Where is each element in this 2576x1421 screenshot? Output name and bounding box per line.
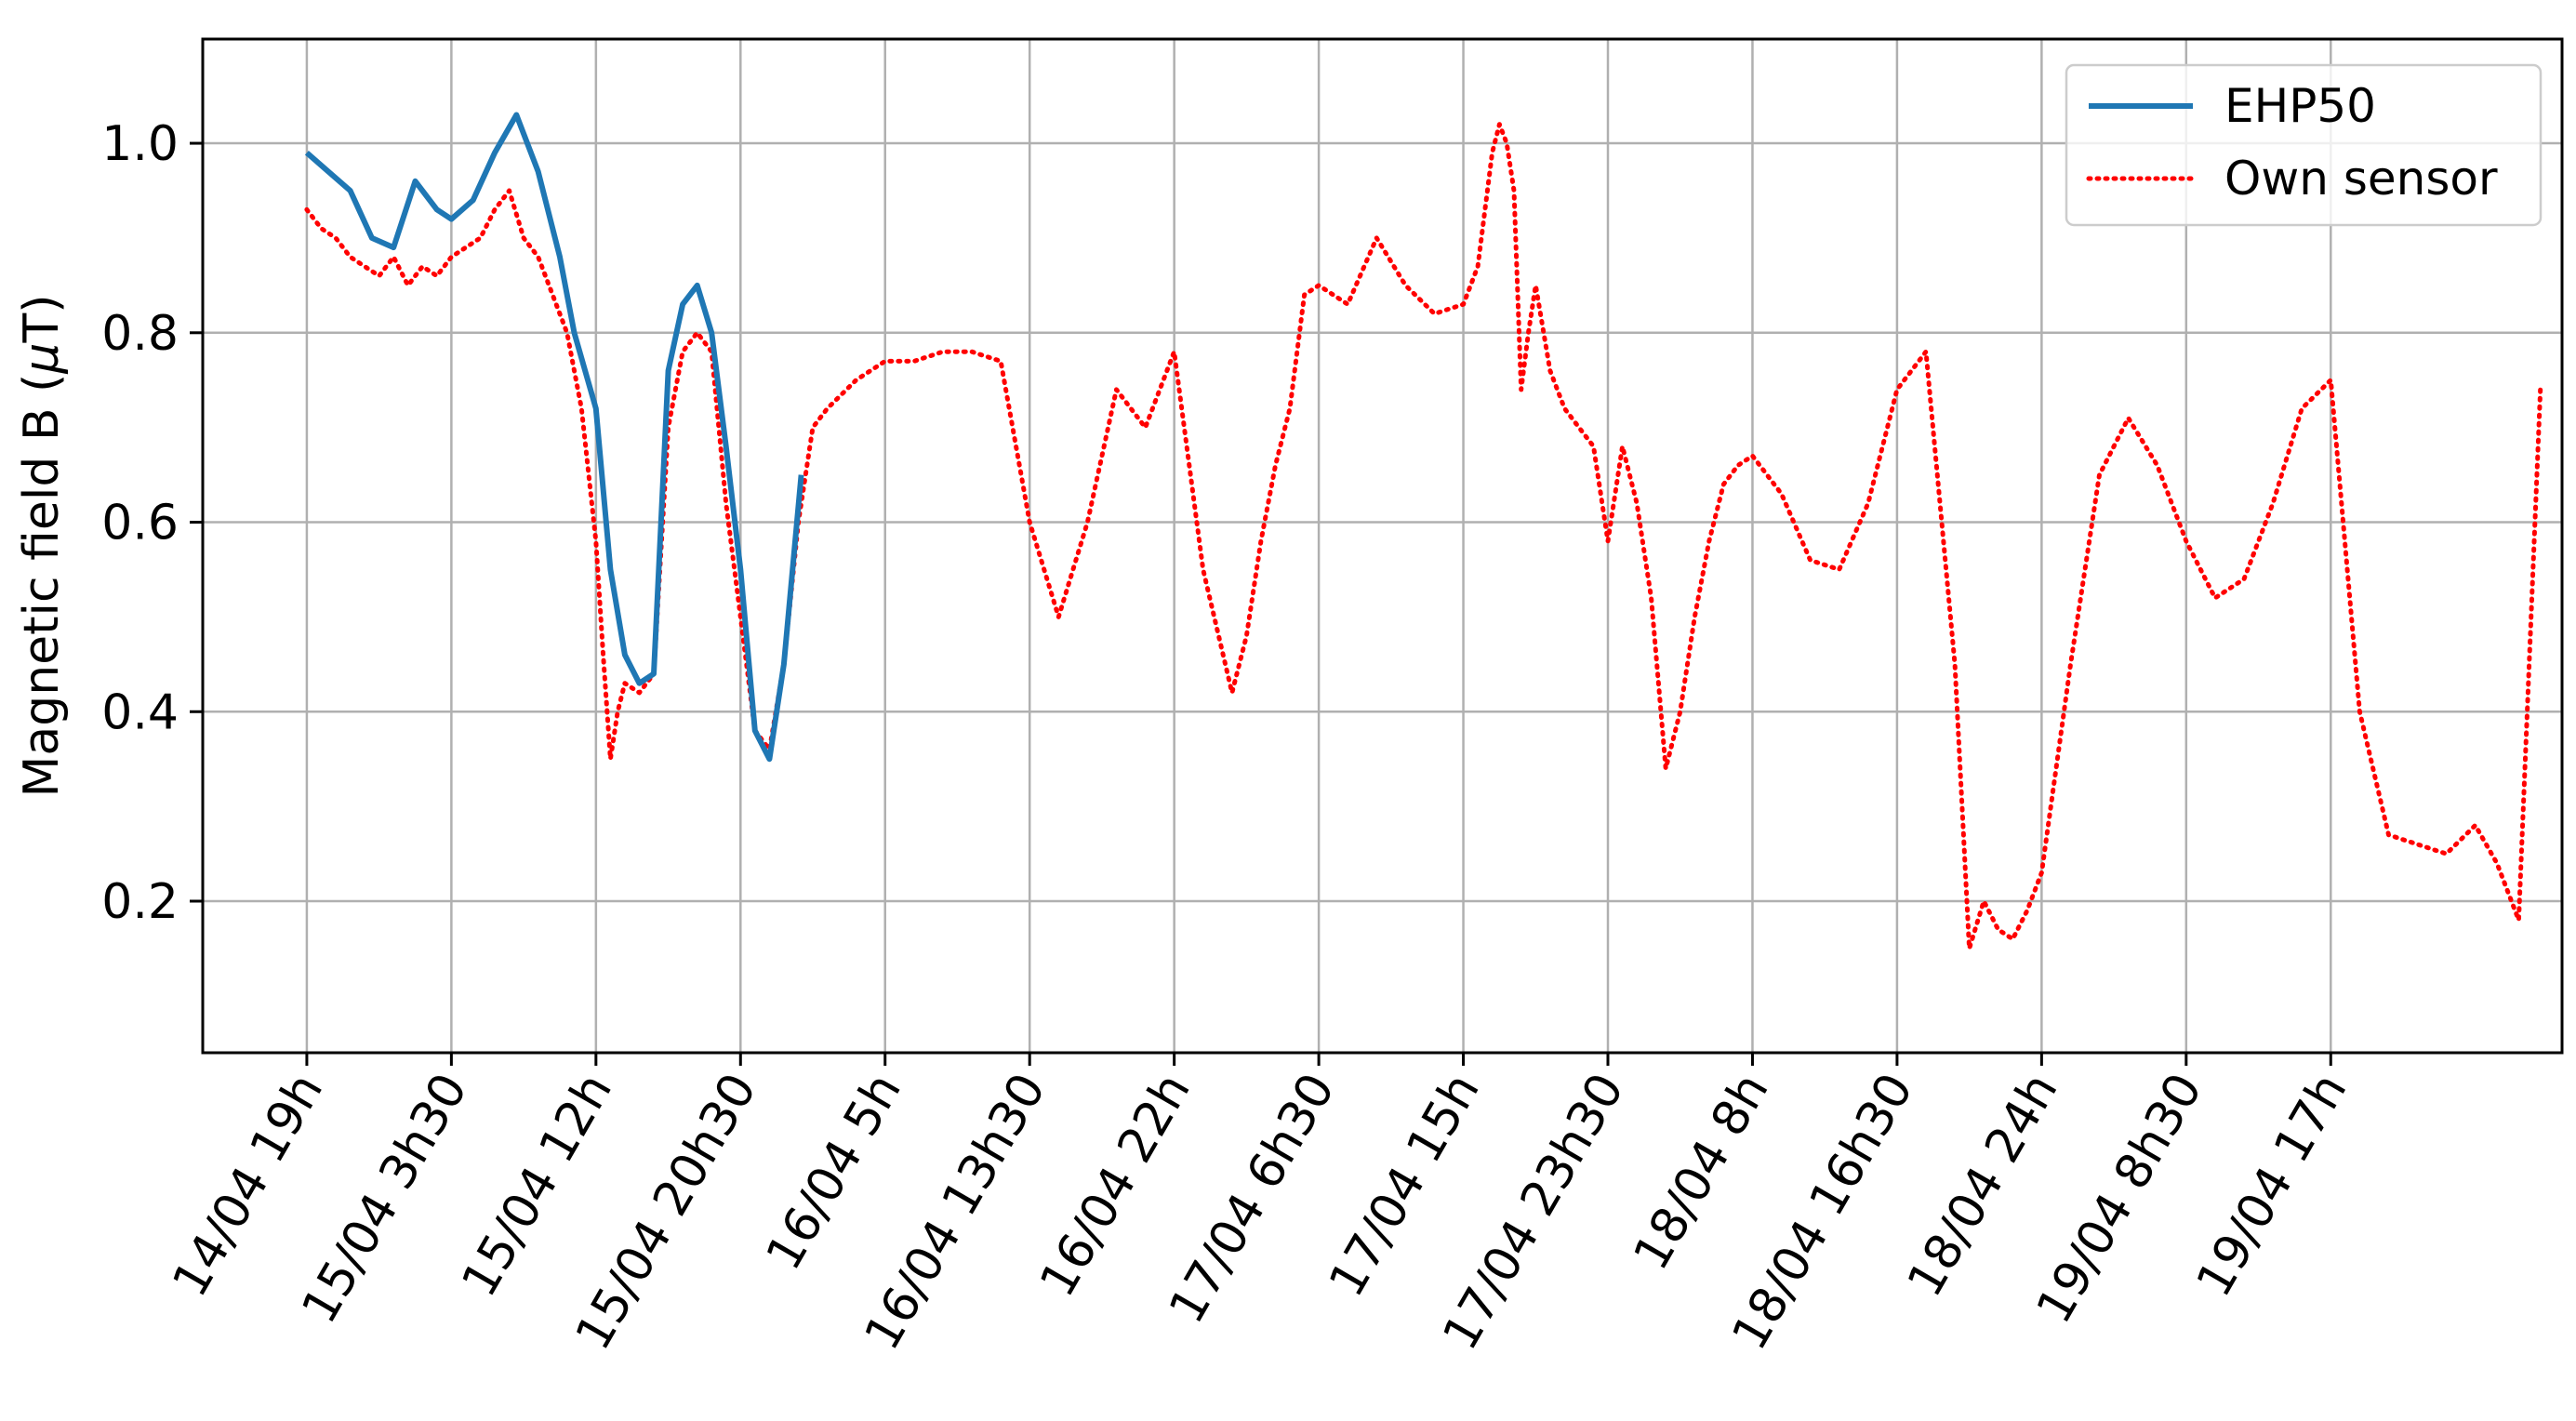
x-tick-label: 18/04 24h <box>1897 1065 2069 1307</box>
grid-lines <box>203 39 2562 1053</box>
legend-label-own-sensor: Own sensor <box>2224 152 2498 206</box>
plot-frame <box>201 37 2564 1055</box>
x-tick-label: 18/04 8h <box>1624 1065 1780 1280</box>
x-tick-label: 16/04 5h <box>756 1065 912 1280</box>
y-axis-label: Magnetic field B (μT) <box>14 294 70 797</box>
series-line-own-sensor <box>304 122 2543 951</box>
y-tick-label: 1.0 <box>101 116 179 172</box>
x-tick-label: 14/04 19h <box>162 1065 334 1307</box>
y-axis-label-text: Magnetic field B ( <box>14 374 70 798</box>
series-line-ehp50 <box>304 112 804 763</box>
series-lines <box>304 112 2543 951</box>
x-tick-label: 16/04 22h <box>1029 1065 1202 1307</box>
y-axis-label-unit: T) <box>14 294 70 343</box>
legend-label-ehp50: EHP50 <box>2224 79 2376 133</box>
y-tick-label: 0.6 <box>101 496 179 551</box>
x-tick-label: 15/04 12h <box>451 1065 623 1307</box>
y-tick-label: 0.2 <box>101 874 179 930</box>
y-axis-label-symbol: μ <box>14 343 70 375</box>
x-tick-label: 19/04 17h <box>2186 1065 2358 1307</box>
legend: EHP50 Own sensor <box>2065 63 2543 227</box>
y-tick-label: 0.8 <box>101 306 179 362</box>
y-tick-label: 0.4 <box>101 684 179 740</box>
x-tick-label: 17/04 15h <box>1319 1065 1491 1307</box>
